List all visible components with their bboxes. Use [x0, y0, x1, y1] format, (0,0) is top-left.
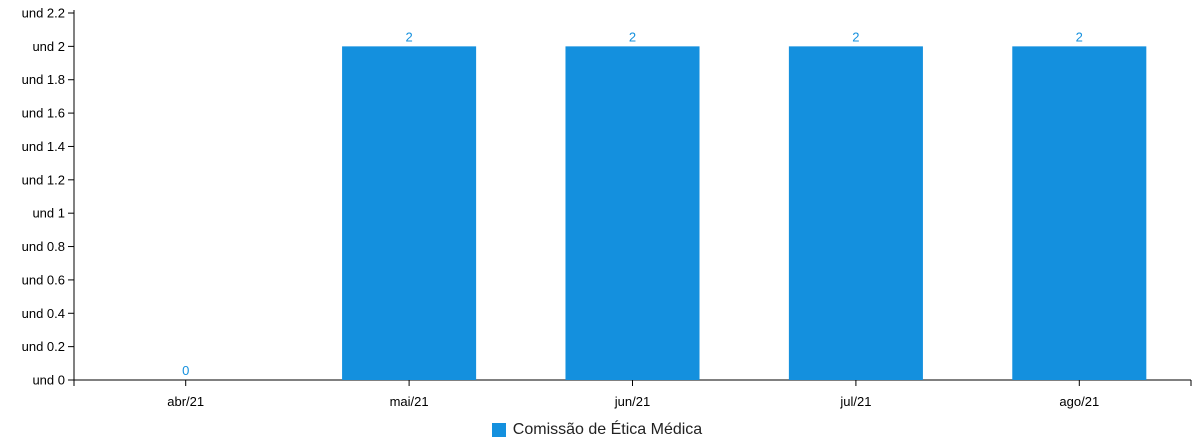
- y-tick-label: und 1: [32, 206, 65, 221]
- y-tick-label: und 0: [32, 373, 65, 388]
- data-label: 0: [182, 363, 189, 378]
- y-tick-label: und 2.2: [22, 6, 65, 21]
- legend-swatch: [491, 423, 506, 437]
- bar[interactable]: [788, 46, 923, 380]
- data-label: 2: [1076, 29, 1083, 44]
- y-tick-label: und 2: [32, 39, 65, 54]
- data-labels: 0 2 2 2 2: [182, 29, 1083, 378]
- y-tick-label: und 1.4: [22, 139, 65, 154]
- y-tick-label: und 1.2: [22, 172, 65, 187]
- y-tick-label: und 0.6: [22, 272, 65, 287]
- x-tick-label: mai/21: [390, 394, 429, 409]
- y-tick-label: und 0.8: [22, 239, 65, 254]
- y-tick-label: und 0.4: [22, 306, 65, 321]
- y-tick-label: und 1.6: [22, 106, 65, 121]
- legend-label: Comissão de Ética Médica: [512, 421, 703, 438]
- x-tick-label: jun/21: [614, 394, 650, 409]
- data-label: 2: [405, 29, 412, 44]
- data-label: 2: [629, 29, 636, 44]
- legend[interactable]: Comissão de Ética Médica: [0, 421, 1194, 439]
- data-label: 2: [852, 29, 859, 44]
- bar[interactable]: [565, 46, 700, 380]
- x-tick-label: ago/21: [1059, 394, 1099, 409]
- bars: [342, 46, 1147, 380]
- bar-chart: und 0 und 0.2 und 0.4 und 0.6 und 0.8 und 1 un…: [22, 6, 1192, 409]
- y-axis: und 0 und 0.2 und 0.4 und 0.6 und 0.8 und 1 un…: [22, 6, 75, 388]
- bar[interactable]: [1012, 46, 1147, 380]
- x-axis: abr/21 mai/21 jun/21 jul/21 ago/21: [73, 379, 1192, 409]
- x-tick-label: jul/21: [839, 394, 871, 409]
- x-tick-label: abr/21: [167, 394, 204, 409]
- bar[interactable]: [342, 46, 477, 380]
- y-tick-label: und 0.2: [22, 339, 65, 354]
- y-tick-label: und 1.8: [22, 72, 65, 87]
